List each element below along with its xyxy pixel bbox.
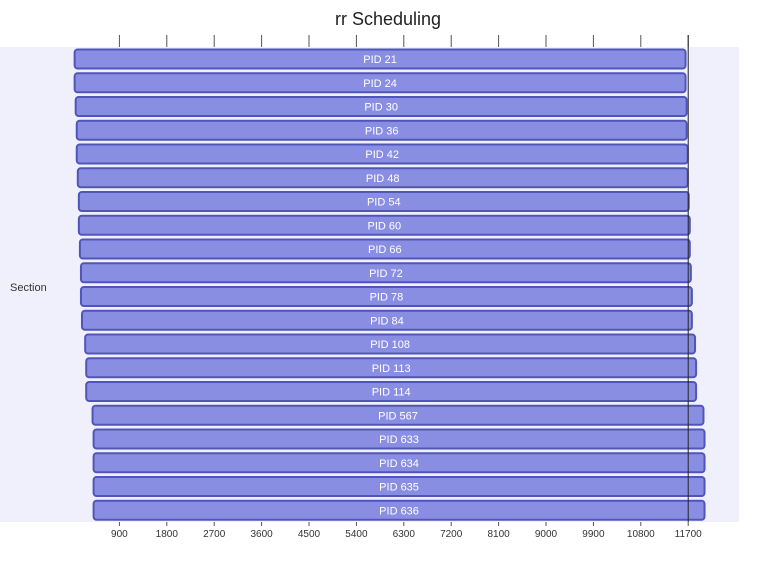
task-bar <box>85 381 698 402</box>
section-band <box>0 47 739 522</box>
task-bar <box>92 499 706 521</box>
task-bar <box>92 476 706 497</box>
task-label: PID 42 <box>365 149 399 161</box>
task-label: PID 635 <box>379 482 419 494</box>
x-tick-label: 9000 <box>535 529 558 540</box>
task-bar <box>78 238 691 260</box>
chart-title: rr Scheduling <box>335 9 441 29</box>
task-label: PID 60 <box>367 220 401 232</box>
task-label: PID 113 <box>372 363 411 375</box>
task-bar <box>76 167 689 189</box>
task-bar <box>74 96 688 117</box>
task-bar <box>84 333 697 355</box>
task-bar <box>77 214 691 236</box>
task-bar <box>73 72 687 94</box>
x-tick-label: 4500 <box>298 529 321 540</box>
task-label: PID 30 <box>364 102 398 114</box>
task-label: PID 114 <box>372 387 411 399</box>
top-tick-marks <box>118 35 689 47</box>
task-bar <box>92 452 706 474</box>
bottom-tick-marks <box>118 522 689 526</box>
task-label: PID 21 <box>363 54 397 66</box>
task-bar <box>81 309 693 331</box>
x-tick-label: 9900 <box>582 529 605 540</box>
x-tick-label: 6300 <box>393 529 416 540</box>
task-label: PID 108 <box>370 339 410 351</box>
task-bar <box>77 191 690 212</box>
task-bars: PID 21 PID 24 PID 30 PID 36 PID 42 PID 48 PID … <box>73 48 706 521</box>
task-label: PID 636 <box>379 505 419 517</box>
task-bar <box>92 428 706 450</box>
task-bar <box>73 48 687 70</box>
task-label: PID 634 <box>379 458 419 470</box>
task-bar <box>91 404 705 426</box>
x-tick-label: 10800 <box>627 529 655 540</box>
task-bar <box>75 119 688 141</box>
task-label: PID 54 <box>367 197 401 209</box>
task-label: PID 36 <box>365 125 399 137</box>
x-tick-label: 11700 <box>675 529 703 540</box>
task-label: PID 24 <box>363 78 397 90</box>
section-label: Section <box>10 282 47 294</box>
x-tick-label: 7200 <box>440 529 463 540</box>
task-bar <box>79 286 693 307</box>
task-label: PID 633 <box>379 434 419 446</box>
task-label: PID 84 <box>370 315 404 327</box>
task-label: PID 48 <box>366 173 400 185</box>
x-tick-label: 3600 <box>250 529 273 540</box>
task-bar <box>79 262 692 284</box>
task-label: PID 78 <box>370 292 404 304</box>
task-bar <box>85 357 698 379</box>
task-label: PID 66 <box>368 244 402 256</box>
x-axis-tick-labels: 900 1800 2700 3600 4500 5400 6300 7200 8100 9000 9… <box>111 529 702 540</box>
x-tick-label: 900 <box>111 529 128 540</box>
x-tick-label: 2700 <box>203 529 226 540</box>
task-label: PID 567 <box>378 410 418 422</box>
x-tick-label: 5400 <box>345 529 368 540</box>
task-bar <box>75 143 689 165</box>
x-tick-label: 8100 <box>487 529 510 540</box>
task-label: PID 72 <box>369 268 403 280</box>
x-tick-label: 1800 <box>156 529 179 540</box>
